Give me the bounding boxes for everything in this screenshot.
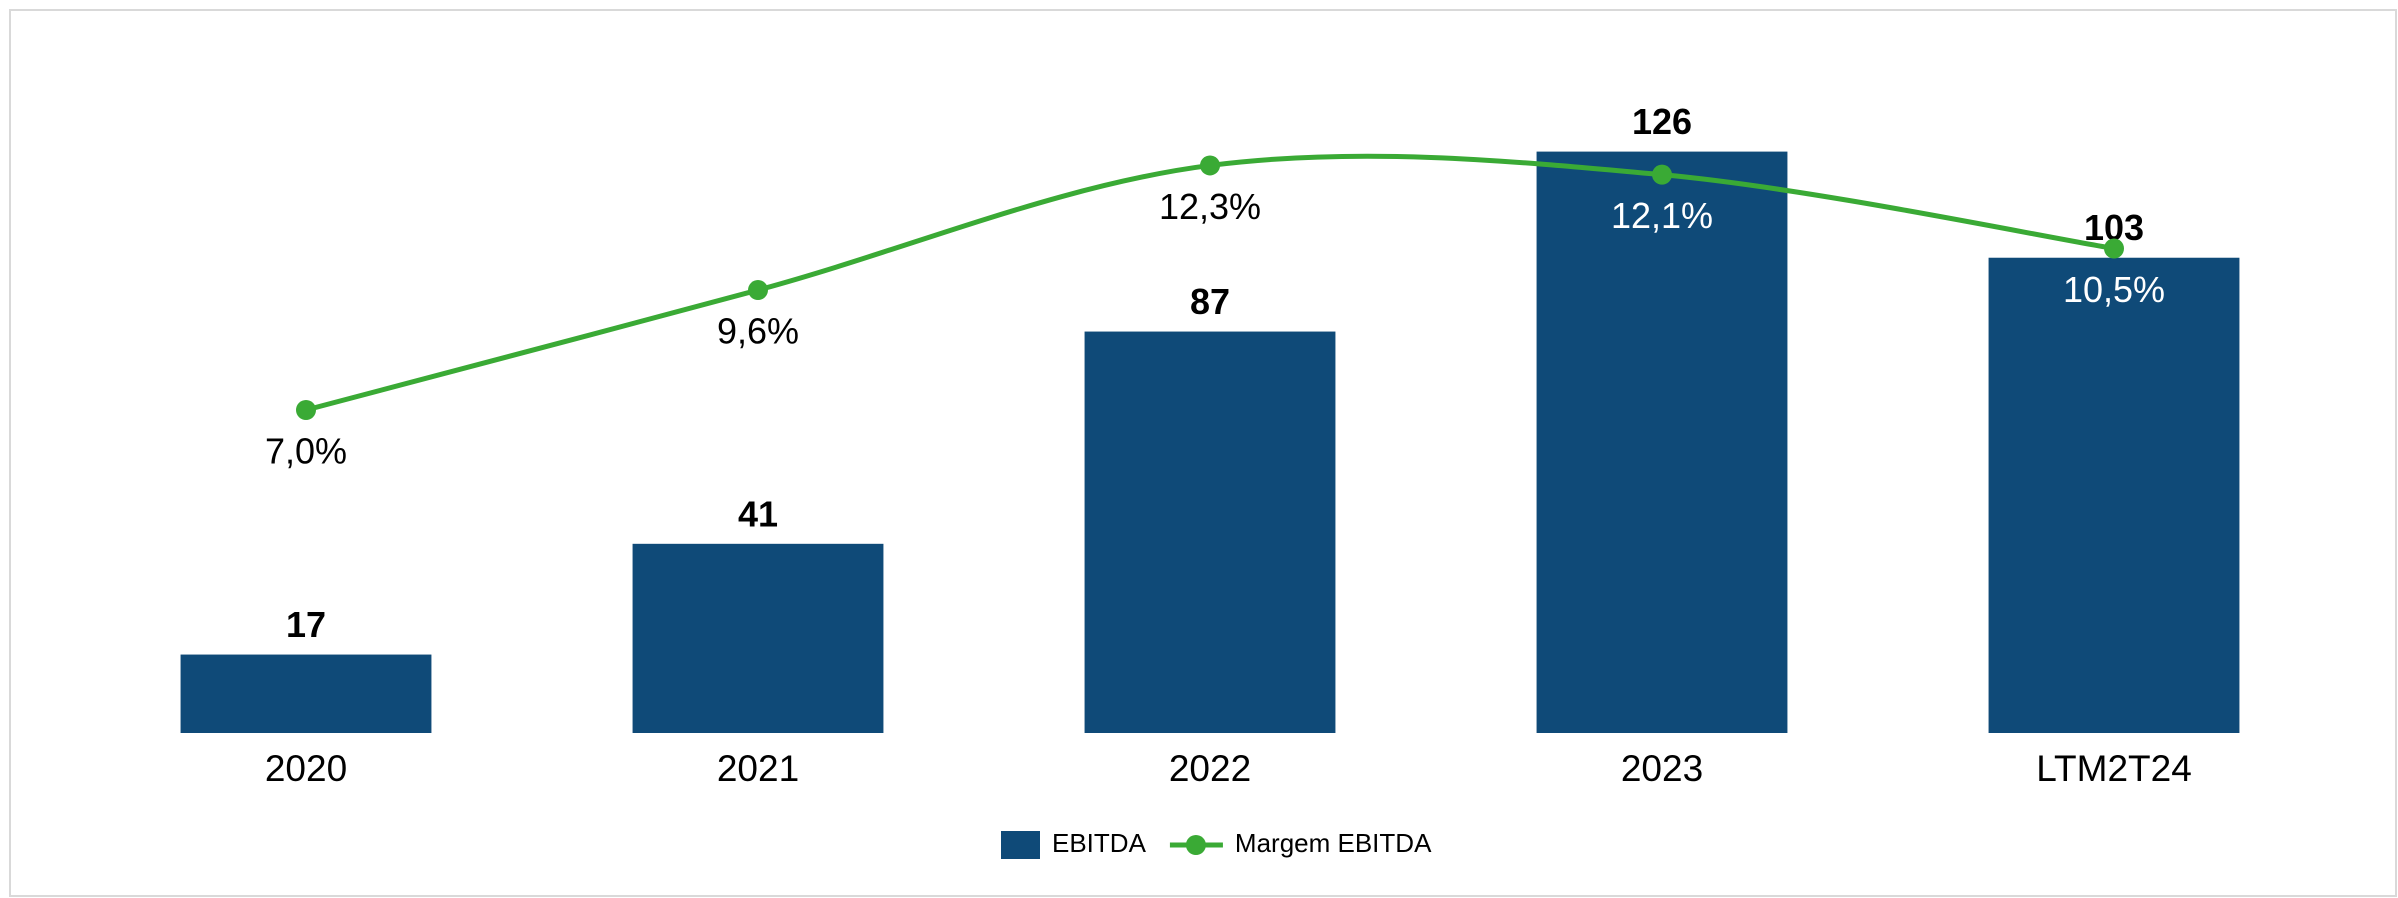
bar xyxy=(1084,331,1336,733)
x-tick-label: 2021 xyxy=(717,748,799,789)
line-marker xyxy=(1652,164,1672,185)
bar xyxy=(180,654,432,733)
line-marker xyxy=(748,280,768,301)
line-marker xyxy=(2104,238,2124,259)
x-tick-label: 2020 xyxy=(265,748,347,789)
line-marker xyxy=(296,400,316,420)
x-tick-label: 2022 xyxy=(1169,748,1251,789)
line-value-label: 12,1% xyxy=(1611,195,1713,236)
legend-swatch xyxy=(1001,831,1040,859)
bar xyxy=(1536,151,1788,734)
line-value-label: 10,5% xyxy=(2063,269,2165,310)
bar-value-label: 41 xyxy=(738,493,778,534)
line-value-label: 12,3% xyxy=(1159,186,1261,227)
bar-value-label: 87 xyxy=(1190,281,1230,322)
line-value-label: 7,0% xyxy=(265,431,347,472)
line-value-label: 9,6% xyxy=(717,311,799,352)
legend-label: EBITDA xyxy=(1052,828,1147,858)
bar-value-label: 126 xyxy=(1632,101,1692,142)
bar xyxy=(1988,257,2240,733)
legend-label: Margem EBITDA xyxy=(1235,828,1432,858)
bar xyxy=(632,543,884,733)
x-tick-label: 2023 xyxy=(1621,748,1703,789)
legend-marker xyxy=(1185,835,1206,855)
x-tick-label: LTM2T24 xyxy=(2036,748,2192,789)
line-marker xyxy=(1200,155,1220,176)
bar-value-label: 17 xyxy=(286,604,326,645)
